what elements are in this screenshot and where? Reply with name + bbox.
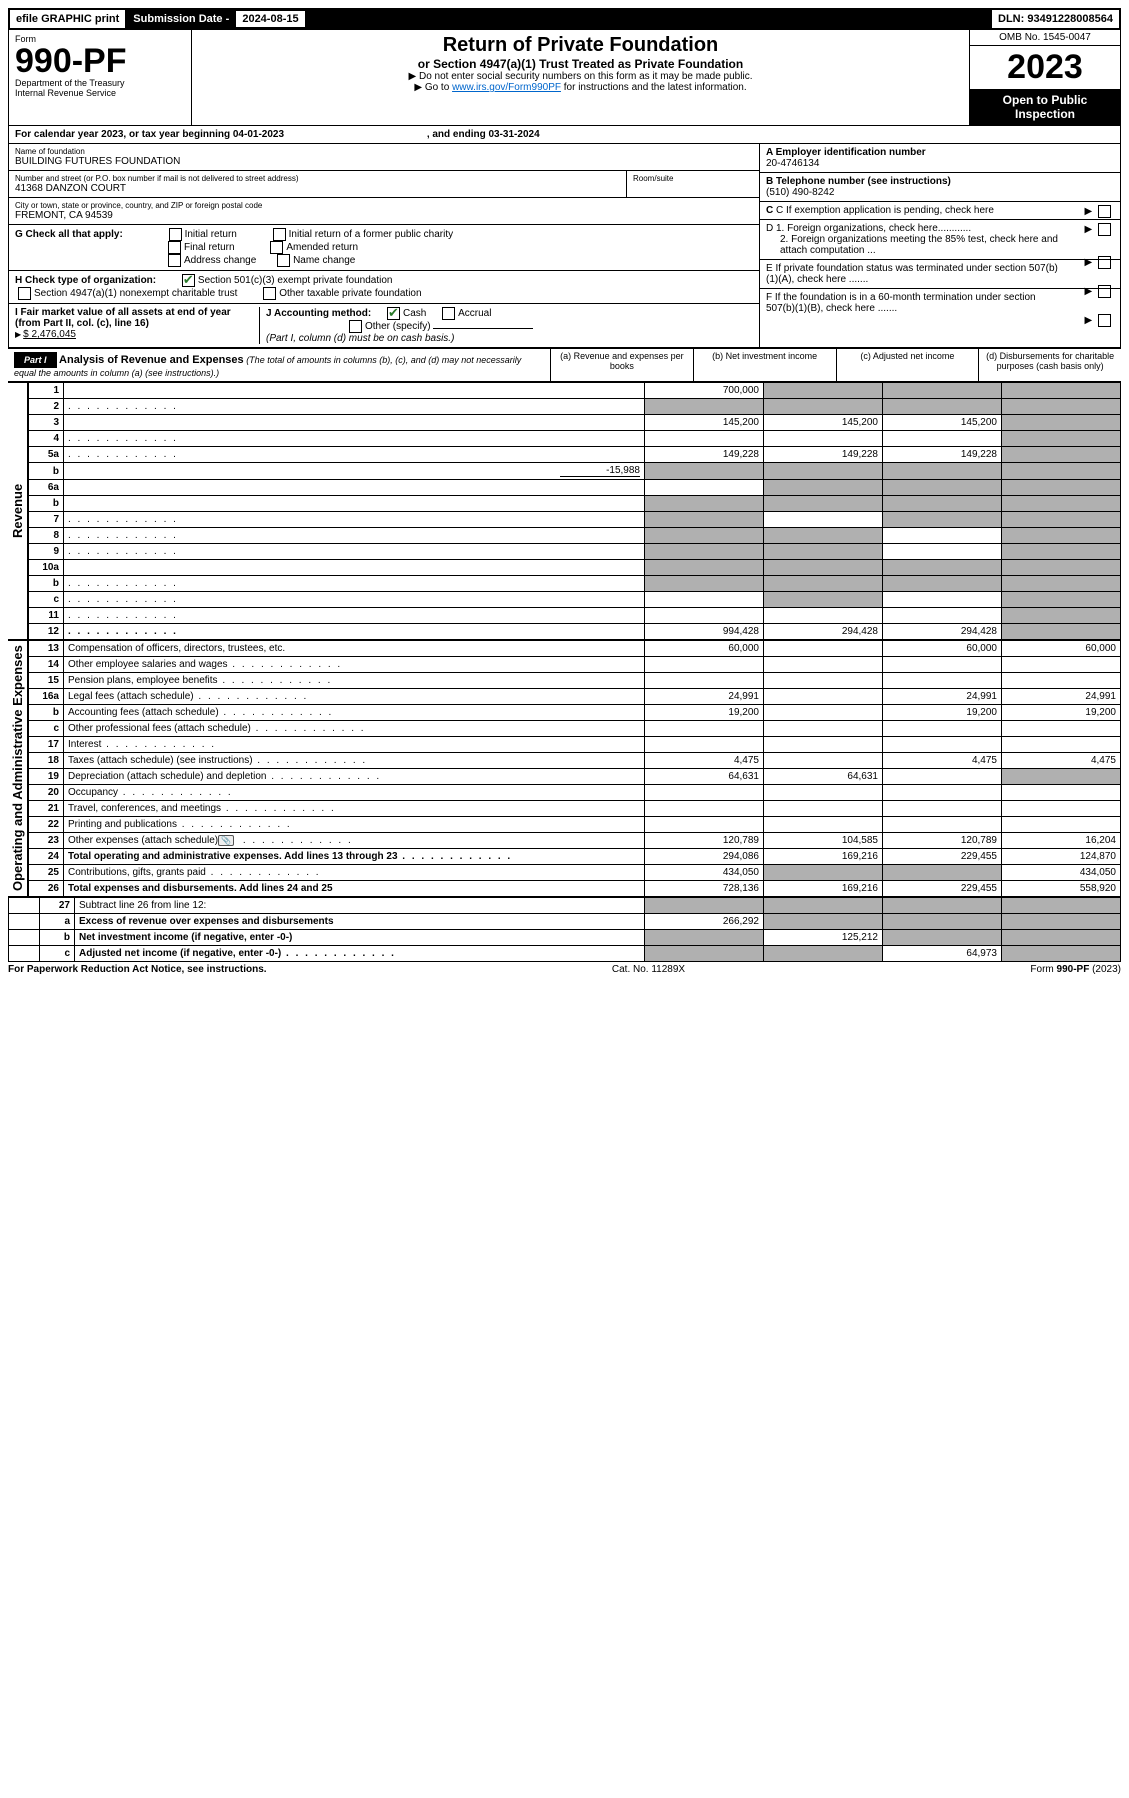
table-row: 24Total operating and administrative exp… bbox=[29, 849, 1121, 865]
street-address: 41368 DANZON COURT bbox=[15, 183, 620, 194]
other-method-checkbox[interactable] bbox=[349, 320, 362, 333]
attachment-icon[interactable]: 📎 bbox=[218, 835, 234, 846]
501c3-checkbox[interactable] bbox=[182, 274, 195, 287]
city-state-zip: FREMONT, CA 94539 bbox=[15, 210, 753, 221]
revenue-label: Revenue bbox=[8, 382, 28, 640]
form-header: Form 990-PF Department of the Treasury I… bbox=[8, 30, 1121, 126]
table-row: 1700,000 bbox=[29, 383, 1121, 399]
table-row: 8 bbox=[29, 528, 1121, 544]
table-row: cOther professional fees (attach schedul… bbox=[29, 721, 1121, 737]
part1-header: Part I Analysis of Revenue and Expenses … bbox=[8, 348, 1121, 382]
table-row: 25Contributions, gifts, grants paid434,0… bbox=[29, 865, 1121, 881]
final-return-checkbox[interactable] bbox=[168, 241, 181, 254]
table-row: 18Taxes (attach schedule) (see instructi… bbox=[29, 753, 1121, 769]
other-taxable-checkbox[interactable] bbox=[263, 287, 276, 300]
table-row: 2 bbox=[29, 399, 1121, 415]
page-footer: For Paperwork Reduction Act Notice, see … bbox=[8, 962, 1121, 975]
tax-year: 2023 bbox=[970, 46, 1120, 89]
table-row: 13Compensation of officers, directors, t… bbox=[29, 641, 1121, 657]
table-row: 22Printing and publications bbox=[29, 817, 1121, 833]
submission-date: Submission Date - 2024-08-15 bbox=[127, 10, 310, 28]
fmv-value: $ 2,476,045 bbox=[23, 329, 76, 340]
foundation-name: BUILDING FUTURES FOUNDATION bbox=[15, 156, 753, 167]
table-row: b bbox=[29, 496, 1121, 512]
address-change-checkbox[interactable] bbox=[168, 254, 181, 267]
table-row: 19Depreciation (attach schedule) and dep… bbox=[29, 769, 1121, 785]
top-bar: efile GRAPHIC print Submission Date - 20… bbox=[8, 8, 1121, 30]
section-h: H Check type of organization: Section 50… bbox=[9, 271, 759, 304]
col-c-header: (c) Adjusted net income bbox=[836, 349, 979, 381]
table-row: 16aLegal fees (attach schedule)24,99124,… bbox=[29, 689, 1121, 705]
4947a1-checkbox[interactable] bbox=[18, 287, 31, 300]
table-row: bNet investment income (if negative, ent… bbox=[9, 930, 1121, 946]
initial-return-checkbox[interactable] bbox=[169, 228, 182, 241]
col-d-header: (d) Disbursements for charitable purpose… bbox=[978, 349, 1121, 381]
section-j: J Accounting method: Cash Accrual Other … bbox=[260, 307, 753, 344]
table-row: 21Travel, conferences, and meetings bbox=[29, 801, 1121, 817]
table-row: bAccounting fees (attach schedule)19,200… bbox=[29, 705, 1121, 721]
table-row: 17Interest bbox=[29, 737, 1121, 753]
ein: 20-4746134 bbox=[766, 158, 819, 169]
table-row: 4 bbox=[29, 431, 1121, 447]
col-b-header: (b) Net investment income bbox=[693, 349, 836, 381]
initial-former-checkbox[interactable] bbox=[273, 228, 286, 241]
table-row: 26Total expenses and disbursements. Add … bbox=[29, 881, 1121, 897]
table-row: 12994,428294,428294,428 bbox=[29, 624, 1121, 640]
section-i: I Fair market value of all assets at end… bbox=[15, 307, 260, 344]
form-title: Return of Private Foundation bbox=[196, 34, 965, 57]
table-row: 20Occupancy bbox=[29, 785, 1121, 801]
opex-label: Operating and Administrative Expenses bbox=[8, 640, 28, 897]
table-row: 3145,200145,200145,200 bbox=[29, 415, 1121, 431]
table-row: c bbox=[29, 592, 1121, 608]
revenue-table: 1700,00023145,200145,200145,20045a149,22… bbox=[28, 382, 1121, 640]
name-change-checkbox[interactable] bbox=[277, 254, 290, 267]
foreign-org-checkbox[interactable] bbox=[1098, 223, 1111, 236]
table-row: 10a bbox=[29, 560, 1121, 576]
table-row: 14Other employee salaries and wages bbox=[29, 657, 1121, 673]
opex-table: 13Compensation of officers, directors, t… bbox=[28, 640, 1121, 897]
calendar-year: For calendar year 2023, or tax year begi… bbox=[9, 126, 1120, 144]
cash-checkbox[interactable] bbox=[387, 307, 400, 320]
table-row: b bbox=[29, 576, 1121, 592]
table-row: 27Subtract line 26 from line 12: bbox=[9, 898, 1121, 914]
table-row: b-15,988 bbox=[29, 463, 1121, 480]
exemption-pending-checkbox[interactable] bbox=[1098, 205, 1111, 218]
table-row: cAdjusted net income (if negative, enter… bbox=[9, 946, 1121, 962]
amended-return-checkbox[interactable] bbox=[270, 241, 283, 254]
efile-label: efile GRAPHIC print bbox=[10, 10, 125, 28]
table-row: 9 bbox=[29, 544, 1121, 560]
phone: (510) 490-8242 bbox=[766, 187, 834, 198]
table-row: 5a149,228149,228149,228 bbox=[29, 447, 1121, 463]
instructions-link[interactable]: www.irs.gov/Form990PF bbox=[452, 82, 561, 93]
table-row: aExcess of revenue over expenses and dis… bbox=[9, 914, 1121, 930]
summary-table: 27Subtract line 26 from line 12:aExcess … bbox=[8, 897, 1121, 962]
omb-number: OMB No. 1545-0047 bbox=[970, 30, 1120, 46]
60month-checkbox[interactable] bbox=[1098, 314, 1111, 327]
col-a-header: (a) Revenue and expenses per books bbox=[550, 349, 693, 381]
table-row: 6a bbox=[29, 480, 1121, 496]
table-row: 23Other expenses (attach schedule)📎120,7… bbox=[29, 833, 1121, 849]
accrual-checkbox[interactable] bbox=[442, 307, 455, 320]
section-g: G Check all that apply: Initial return I… bbox=[9, 225, 759, 271]
table-row: 15Pension plans, employee benefits bbox=[29, 673, 1121, 689]
open-inspection: Open to Public Inspection bbox=[970, 89, 1120, 125]
table-row: 7 bbox=[29, 512, 1121, 528]
form-number: 990-PF bbox=[15, 44, 185, 78]
dln: DLN: 93491228008564 bbox=[992, 10, 1119, 28]
table-row: 11 bbox=[29, 608, 1121, 624]
